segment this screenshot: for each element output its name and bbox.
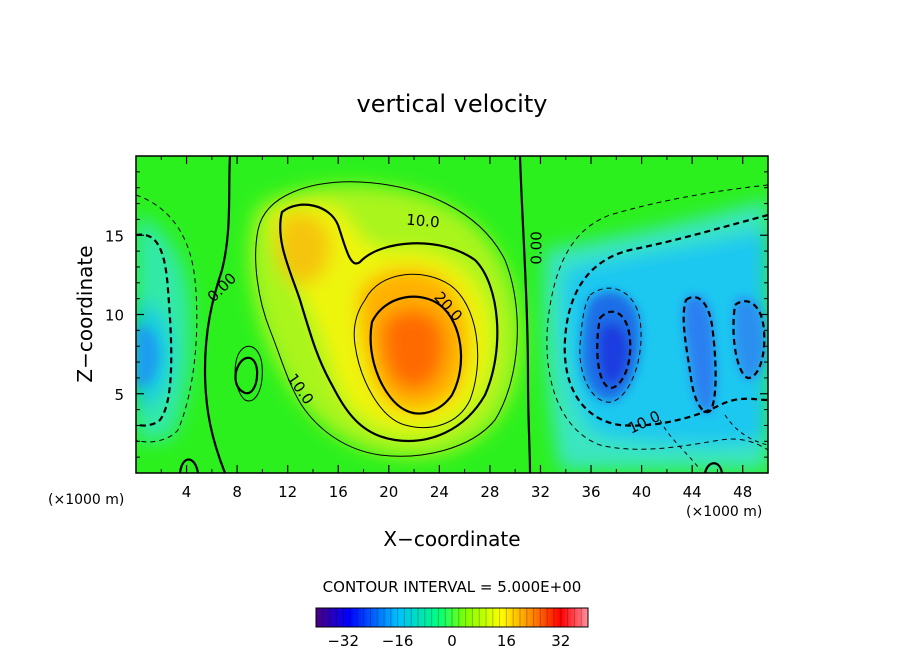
colorbar: −32 −16 0 16 32 <box>315 607 589 650</box>
zero-contour-center <box>518 156 532 473</box>
downdraft-core-36-inner <box>598 323 629 385</box>
upper-updraft-lobe <box>277 212 331 285</box>
colorbar-tick-label: 16 <box>497 632 516 650</box>
minus10-contour-left <box>136 233 173 427</box>
colorbar-gradient <box>316 608 588 627</box>
contour-label: 0.00 <box>528 231 546 264</box>
x-tick-label: 48 <box>733 483 752 501</box>
minus20-contour-36 <box>596 310 632 390</box>
colorbar-tick-label: −16 <box>382 632 414 650</box>
plus10-contour-lobe <box>234 356 259 395</box>
downdraft-core-45 <box>683 295 716 414</box>
x-tick-label: 16 <box>329 483 348 501</box>
plus15-contour <box>353 273 479 428</box>
updraft-core <box>381 308 445 391</box>
x-axis-ticks: 4 8 12 16 20 24 28 32 36 40 44 48 <box>160 156 752 501</box>
plus5-contour <box>255 181 518 457</box>
x-tick-label: 44 <box>683 483 702 501</box>
downdraft-core-48 <box>733 297 766 380</box>
x-tick-label: 32 <box>531 483 550 501</box>
minus5-contour-low-right <box>659 414 768 471</box>
x-tick-label: 36 <box>581 483 600 501</box>
x-tick-label: 28 <box>480 483 499 501</box>
minus5-contour-right <box>546 184 768 451</box>
zero-contour-bottom-right <box>703 462 724 473</box>
chart-title: vertical velocity <box>357 90 548 118</box>
left-downdraft-inner <box>136 325 159 388</box>
colorbar-tick-label: 32 <box>551 632 570 650</box>
x-tick-label: 24 <box>430 483 449 501</box>
y-tick-label: 10 <box>105 307 124 325</box>
minus10-contour-48 <box>732 300 766 380</box>
y-axis-units: (×1000 m) <box>48 492 124 508</box>
minus5-contour-left <box>136 194 198 443</box>
zero-contour-bottom-left <box>178 458 200 473</box>
colorbar-tick-label: −32 <box>327 632 359 650</box>
x-tick-label: 4 <box>182 483 192 501</box>
minus10-contour-right <box>563 213 768 427</box>
plus20-contour <box>369 295 463 415</box>
y-axis-label: Z−coordinate <box>73 245 97 382</box>
x-tick-label: 12 <box>278 483 297 501</box>
x-axis-units: (×1000 m) <box>686 504 762 520</box>
colorbar-frame <box>315 607 589 628</box>
velocity-field <box>136 156 768 473</box>
minus15-contour-36 <box>579 287 642 403</box>
x-tick-label: 8 <box>232 483 242 501</box>
x-tick-label: 20 <box>379 483 398 501</box>
zero-contour-left <box>203 156 232 473</box>
plus10-contour <box>279 203 499 442</box>
contour-interval-text: CONTOUR INTERVAL = 5.000E+00 <box>323 578 582 596</box>
contour-label: 10.0 <box>406 211 441 232</box>
colorbar-ticks: −32 −16 0 16 32 <box>327 632 570 650</box>
contour-lines <box>136 156 768 473</box>
minus15-contour-45 <box>682 295 717 414</box>
y-tick-label: 5 <box>114 386 124 404</box>
colorbar-tick-label: 0 <box>447 632 457 650</box>
y-tick-label: 15 <box>105 227 124 245</box>
x-axis-label: X−coordinate <box>383 527 520 551</box>
colorbar-stripes <box>322 608 582 627</box>
x-tick-label: 40 <box>632 483 651 501</box>
y-axis-ticks: 5 10 15 <box>105 171 768 458</box>
